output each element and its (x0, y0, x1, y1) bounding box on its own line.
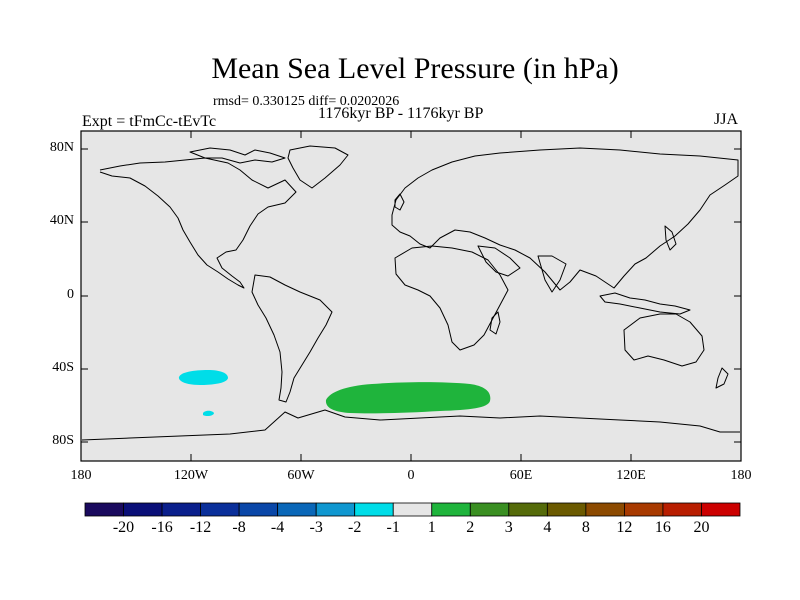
coast-japan (664, 225, 677, 251)
coast-indonesia (599, 292, 691, 315)
colorbar-label: -12 (189, 519, 212, 536)
colorbar-label: 8 (581, 519, 590, 536)
colorbar-swatch (354, 502, 394, 517)
lat-label-40s: 40S (52, 360, 74, 375)
colorbar-swatch (701, 502, 741, 517)
anomaly-layer (178, 370, 491, 417)
colorbar-swatch (123, 502, 163, 517)
experiment-label: Expt = tFmCc-tEvTc (82, 113, 217, 130)
colorbar-swatch (277, 502, 317, 517)
colorbar-label: 3 (504, 519, 513, 536)
colorbar-label: 12 (616, 519, 633, 536)
south-pacific-small-negative-anomaly (203, 410, 214, 417)
colorbar-swatch (431, 502, 471, 517)
colorbar-swatch (392, 502, 433, 517)
lat-label-80n: 80N (49, 140, 74, 155)
colorbar-label: 1 (427, 519, 436, 536)
lon-label-180w: 180 (70, 468, 92, 483)
colorbar-label: -2 (348, 519, 362, 536)
coast-arabia (477, 245, 521, 277)
colorbar-label: -8 (232, 519, 246, 536)
lon-label-180e: 180 (730, 468, 752, 483)
colorbar-label: -3 (309, 519, 323, 536)
colorbar-swatch (200, 502, 240, 517)
coast-eurasia (391, 147, 739, 291)
colorbar-label: -4 (270, 519, 285, 536)
map-title: Mean Sea Level Pressure (in hPa) (211, 52, 619, 85)
colorbar-swatch (585, 502, 625, 517)
lat-label-80s: 80S (52, 433, 74, 448)
rmsd-stats: rmsd= 0.330125 diff= 0.0202026 (213, 94, 400, 109)
coast-greenland (287, 145, 349, 189)
coast-india (537, 255, 567, 293)
lon-label-60e: 60E (509, 468, 533, 483)
coast-british-isles (394, 193, 405, 211)
coast-antarctica (81, 409, 740, 441)
coast-new-zealand (715, 367, 729, 389)
coast-north-america (99, 157, 297, 289)
colorbar-label: 2 (466, 519, 475, 536)
lat-label-40n: 40N (49, 213, 74, 228)
southern-ocean-positive-anomaly (325, 382, 491, 414)
colorbar-label: 4 (543, 519, 552, 536)
time-period: 1176kyr BP - 1176kyr BP (318, 105, 484, 122)
colorbar-label: 16 (654, 519, 671, 536)
south-pacific-negative-anomaly (178, 370, 228, 385)
lon-label-120w: 120W (173, 468, 209, 483)
coast-arctic-islands (189, 147, 286, 164)
colorbar (84, 502, 741, 517)
colorbar-label: 20 (693, 519, 710, 536)
colorbar-swatch (161, 502, 201, 517)
colorbar-swatch (238, 502, 279, 517)
colorbar-label: -1 (386, 519, 400, 536)
colorbar-swatch (662, 502, 702, 517)
coast-madagascar (489, 311, 501, 335)
colorbar-label: -16 (151, 519, 173, 536)
colorbar-label: -20 (112, 519, 135, 536)
lon-label-120e: 120E (616, 468, 646, 483)
colorbar-swatch (469, 502, 510, 517)
colorbar-swatch (624, 502, 664, 517)
coast-africa (394, 245, 509, 351)
lon-label-60w: 60W (287, 468, 315, 483)
lon-label-0: 0 (407, 468, 415, 483)
coastlines (81, 145, 740, 441)
colorbar-swatch (508, 502, 548, 517)
coast-australia (623, 313, 705, 367)
colorbar-swatch (315, 502, 356, 517)
lat-label-0: 0 (67, 287, 74, 302)
coast-south-america (251, 274, 333, 403)
axis-ticks (81, 131, 741, 461)
season-label: JJA (714, 111, 739, 128)
colorbar-swatch (546, 502, 587, 517)
colorbar-swatch (84, 502, 124, 517)
